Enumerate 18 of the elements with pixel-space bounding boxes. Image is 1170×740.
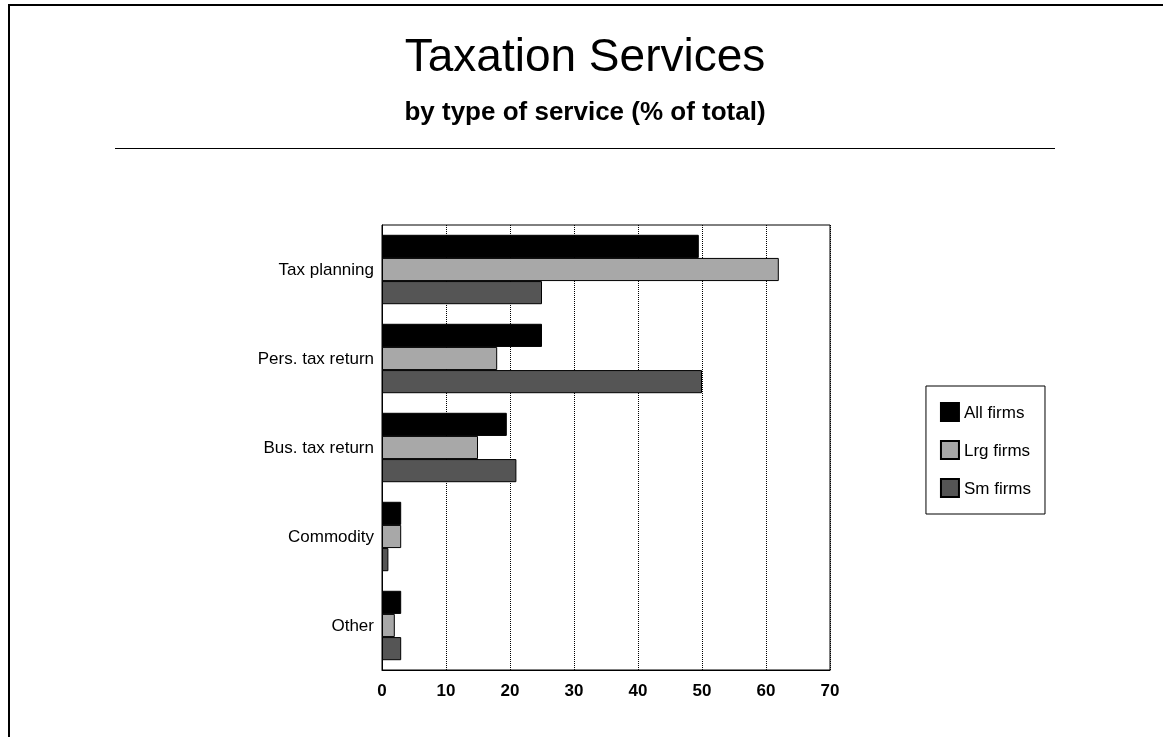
legend-label: Lrg firms (963, 440, 1031, 460)
chart-subtitle: by type of service (% of total) (403, 96, 767, 127)
legend-label: Sm firms (963, 478, 1031, 498)
legend-label: All firms (963, 402, 1025, 422)
x-tick-label: 70 (820, 681, 840, 700)
y-tick-label: Commodity (288, 527, 375, 546)
x-tick-label: 0 (377, 681, 387, 700)
x-tick-label: 40 (628, 681, 648, 700)
chart-title: Taxation Services (403, 28, 767, 82)
x-tick-label: 10 (436, 681, 456, 700)
x-tick-label: 50 (692, 681, 712, 700)
y-tick-label: Bus. tax return (263, 438, 374, 457)
y-tick-label: Tax planning (278, 260, 374, 279)
x-tick-label: 60 (756, 681, 776, 700)
x-tick-label: 30 (564, 681, 584, 700)
y-tick-label: Pers. tax return (257, 349, 374, 368)
x-tick-label: 20 (500, 681, 520, 700)
y-tick-label: Other (331, 616, 375, 635)
